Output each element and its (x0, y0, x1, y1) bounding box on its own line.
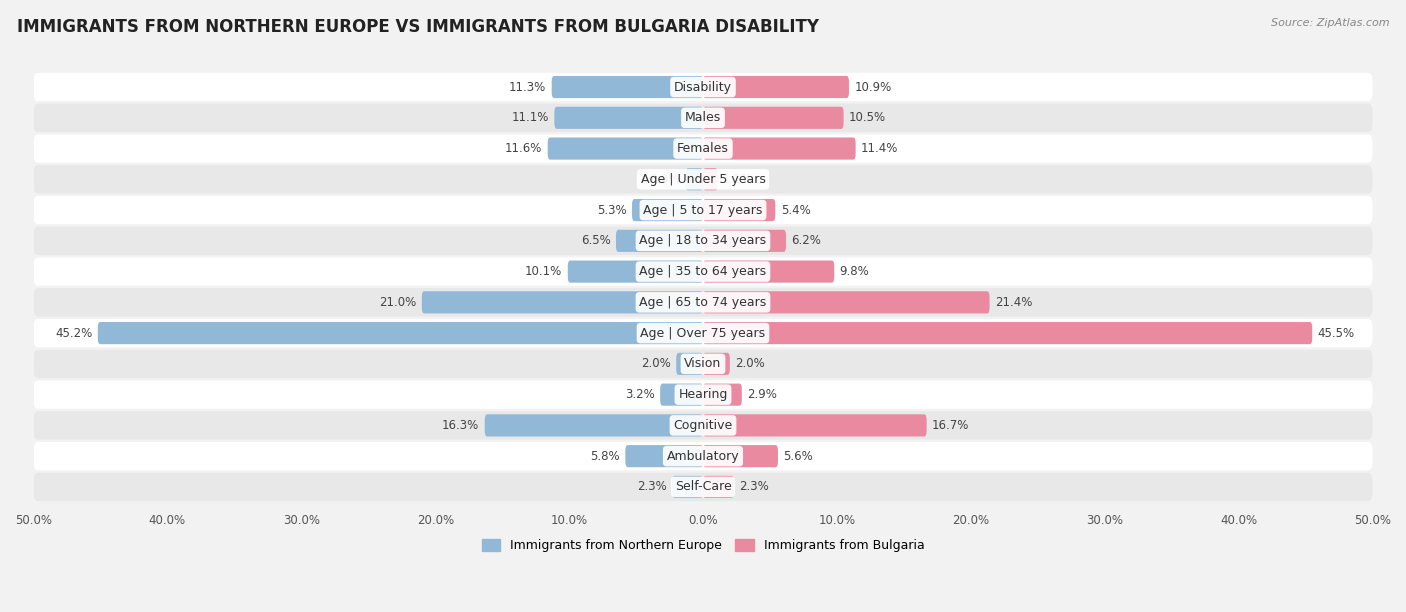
FancyBboxPatch shape (34, 442, 1372, 470)
Text: Females: Females (678, 142, 728, 155)
Text: 2.3%: 2.3% (637, 480, 666, 493)
FancyBboxPatch shape (703, 291, 990, 313)
Text: 10.9%: 10.9% (855, 81, 891, 94)
FancyBboxPatch shape (98, 322, 703, 344)
Text: 45.5%: 45.5% (1317, 327, 1355, 340)
FancyBboxPatch shape (703, 476, 734, 498)
Text: 2.0%: 2.0% (735, 357, 765, 370)
Text: 11.4%: 11.4% (860, 142, 898, 155)
FancyBboxPatch shape (703, 261, 834, 283)
FancyBboxPatch shape (34, 196, 1372, 224)
Text: Ambulatory: Ambulatory (666, 450, 740, 463)
FancyBboxPatch shape (703, 76, 849, 98)
FancyBboxPatch shape (34, 135, 1372, 163)
FancyBboxPatch shape (672, 476, 703, 498)
FancyBboxPatch shape (703, 353, 730, 375)
Text: 3.2%: 3.2% (626, 388, 655, 401)
Text: Age | Over 75 years: Age | Over 75 years (641, 327, 765, 340)
FancyBboxPatch shape (34, 165, 1372, 193)
Text: Vision: Vision (685, 357, 721, 370)
Text: Age | 5 to 17 years: Age | 5 to 17 years (644, 204, 762, 217)
Text: Age | 35 to 64 years: Age | 35 to 64 years (640, 265, 766, 278)
Text: 6.2%: 6.2% (792, 234, 821, 247)
Text: 11.3%: 11.3% (509, 81, 547, 94)
Text: 1.3%: 1.3% (651, 173, 681, 186)
FancyBboxPatch shape (703, 138, 856, 160)
FancyBboxPatch shape (551, 76, 703, 98)
Text: 2.0%: 2.0% (641, 357, 671, 370)
FancyBboxPatch shape (703, 414, 927, 436)
FancyBboxPatch shape (703, 322, 1312, 344)
Text: Age | 18 to 34 years: Age | 18 to 34 years (640, 234, 766, 247)
FancyBboxPatch shape (34, 472, 1372, 501)
Text: 5.4%: 5.4% (780, 204, 810, 217)
FancyBboxPatch shape (686, 168, 703, 190)
Text: 10.1%: 10.1% (526, 265, 562, 278)
FancyBboxPatch shape (34, 411, 1372, 439)
FancyBboxPatch shape (616, 230, 703, 252)
Text: Age | Under 5 years: Age | Under 5 years (641, 173, 765, 186)
FancyBboxPatch shape (633, 199, 703, 221)
Text: Self-Care: Self-Care (675, 480, 731, 493)
FancyBboxPatch shape (661, 384, 703, 406)
FancyBboxPatch shape (703, 384, 742, 406)
Text: 21.0%: 21.0% (380, 296, 416, 309)
FancyBboxPatch shape (703, 106, 844, 129)
Text: 6.5%: 6.5% (581, 234, 610, 247)
FancyBboxPatch shape (34, 103, 1372, 132)
FancyBboxPatch shape (703, 445, 778, 467)
FancyBboxPatch shape (34, 288, 1372, 316)
FancyBboxPatch shape (554, 106, 703, 129)
Text: Disability: Disability (673, 81, 733, 94)
FancyBboxPatch shape (34, 349, 1372, 378)
Legend: Immigrants from Northern Europe, Immigrants from Bulgaria: Immigrants from Northern Europe, Immigra… (477, 534, 929, 558)
FancyBboxPatch shape (34, 381, 1372, 409)
Text: IMMIGRANTS FROM NORTHERN EUROPE VS IMMIGRANTS FROM BULGARIA DISABILITY: IMMIGRANTS FROM NORTHERN EUROPE VS IMMIG… (17, 18, 818, 36)
Text: 16.3%: 16.3% (441, 419, 479, 432)
Text: 1.1%: 1.1% (723, 173, 754, 186)
Text: Age | 65 to 74 years: Age | 65 to 74 years (640, 296, 766, 309)
Text: 5.6%: 5.6% (783, 450, 813, 463)
Text: 5.8%: 5.8% (591, 450, 620, 463)
Text: 5.3%: 5.3% (598, 204, 627, 217)
FancyBboxPatch shape (422, 291, 703, 313)
FancyBboxPatch shape (703, 168, 717, 190)
FancyBboxPatch shape (703, 199, 775, 221)
Text: Males: Males (685, 111, 721, 124)
Text: Source: ZipAtlas.com: Source: ZipAtlas.com (1271, 18, 1389, 28)
Text: 10.5%: 10.5% (849, 111, 886, 124)
Text: 2.3%: 2.3% (740, 480, 769, 493)
FancyBboxPatch shape (676, 353, 703, 375)
FancyBboxPatch shape (703, 230, 786, 252)
FancyBboxPatch shape (34, 226, 1372, 255)
FancyBboxPatch shape (34, 73, 1372, 101)
Text: 11.1%: 11.1% (512, 111, 548, 124)
Text: 2.9%: 2.9% (747, 388, 778, 401)
FancyBboxPatch shape (626, 445, 703, 467)
Text: 11.6%: 11.6% (505, 142, 543, 155)
Text: Cognitive: Cognitive (673, 419, 733, 432)
FancyBboxPatch shape (548, 138, 703, 160)
FancyBboxPatch shape (34, 319, 1372, 347)
FancyBboxPatch shape (568, 261, 703, 283)
FancyBboxPatch shape (34, 258, 1372, 286)
Text: 45.2%: 45.2% (55, 327, 93, 340)
Text: Hearing: Hearing (678, 388, 728, 401)
Text: 16.7%: 16.7% (932, 419, 969, 432)
FancyBboxPatch shape (485, 414, 703, 436)
Text: 21.4%: 21.4% (995, 296, 1032, 309)
Text: 9.8%: 9.8% (839, 265, 869, 278)
